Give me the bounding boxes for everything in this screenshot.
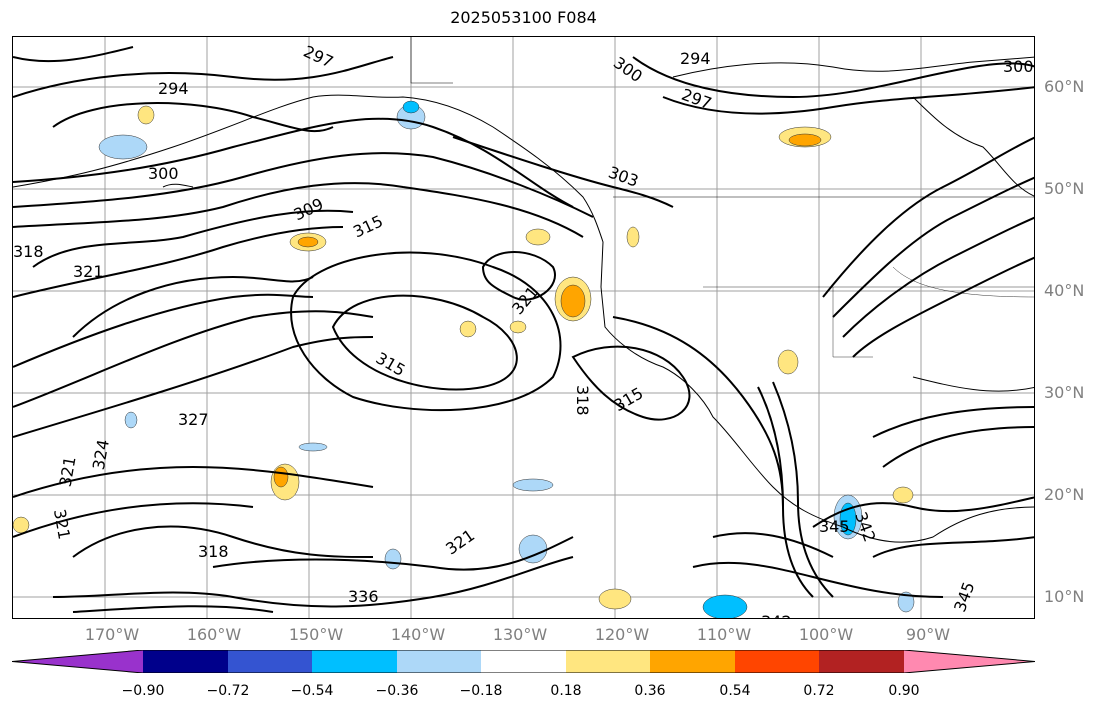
colorbar-tick-label: −0.54 — [290, 683, 334, 699]
lon-label: 100°W — [798, 625, 854, 644]
colorbar-segment — [735, 650, 819, 673]
shaded-fields — [13, 100, 915, 618]
contour-lines — [13, 46, 1034, 613]
contour-label: 300 — [148, 164, 179, 183]
lon-label: 130°W — [492, 625, 548, 644]
colorbar-segment — [312, 650, 397, 673]
colorbar-segment — [228, 650, 312, 673]
contour-label: 294 — [158, 79, 189, 98]
colorbar-tick-label: 0.36 — [634, 683, 666, 699]
map-canvas: 297 294 300 294 297 300 303 309 315 318 … — [13, 37, 1034, 619]
contour-label: 321 — [442, 525, 478, 558]
contour-label: 294 — [680, 49, 711, 68]
lat-label: 40°N — [1044, 281, 1085, 300]
contour-label: 318 — [13, 242, 44, 261]
contour-label: 297 — [301, 42, 337, 72]
colorbar-tick-label: −0.72 — [206, 683, 250, 699]
contour-label: 345 — [950, 579, 978, 614]
contour-label: 336 — [348, 587, 379, 606]
colorbar — [12, 650, 1035, 673]
colorbar-tick-label: 0.54 — [719, 683, 751, 699]
colorbar-segment — [143, 650, 228, 673]
colorbar-tick-label: −0.90 — [121, 683, 165, 699]
contour-label: 321 — [73, 262, 104, 281]
lon-label: 160°W — [186, 625, 242, 644]
colorbar-segment — [566, 650, 650, 673]
lon-label: 90°W — [905, 625, 951, 644]
contour-label: 342 — [761, 612, 792, 619]
contour-label: 327 — [178, 410, 209, 429]
map-panel: 297 294 300 294 297 300 303 309 315 318 … — [12, 36, 1035, 619]
lat-label: 50°N — [1044, 179, 1085, 198]
colorbar-tick-label: 0.18 — [550, 683, 582, 699]
lat-label: 20°N — [1044, 485, 1085, 504]
colorbar-segment — [397, 650, 481, 673]
colorbar-segment — [481, 650, 566, 673]
contour-label: 315 — [373, 348, 409, 380]
contour-label: 315 — [350, 211, 386, 241]
lon-label: 170°W — [84, 625, 140, 644]
colorbar-segment — [904, 650, 1035, 673]
colorbar-segment — [12, 650, 143, 673]
contour-label: 300 — [1003, 57, 1034, 76]
colorbar-segment — [650, 650, 735, 673]
contour-label: 321 — [50, 507, 74, 540]
lat-label: 60°N — [1044, 77, 1085, 96]
colorbar-tick-label: 0.72 — [803, 683, 835, 699]
contour-label: 321 — [56, 455, 80, 488]
lat-label: 10°N — [1044, 587, 1085, 606]
lat-label: 30°N — [1044, 383, 1085, 402]
map-title: 2025053100 F084 — [450, 8, 597, 27]
colorbar-tick-label: 0.90 — [888, 683, 920, 699]
colorbar-tick-label: −0.18 — [459, 683, 503, 699]
colorbar-tick-label: −0.36 — [375, 683, 419, 699]
lon-label: 120°W — [594, 625, 650, 644]
contour-label: 324 — [89, 438, 113, 471]
colorbar-segment — [819, 650, 904, 673]
contour-label: 342 — [851, 509, 879, 544]
contour-label: 345 — [819, 517, 850, 536]
contour-label: 309 — [291, 194, 327, 224]
lon-label: 140°W — [390, 625, 446, 644]
contour-label: 318 — [573, 385, 592, 416]
lon-label: 110°W — [696, 625, 752, 644]
contour-label: 318 — [198, 542, 229, 561]
lon-label: 150°W — [288, 625, 344, 644]
